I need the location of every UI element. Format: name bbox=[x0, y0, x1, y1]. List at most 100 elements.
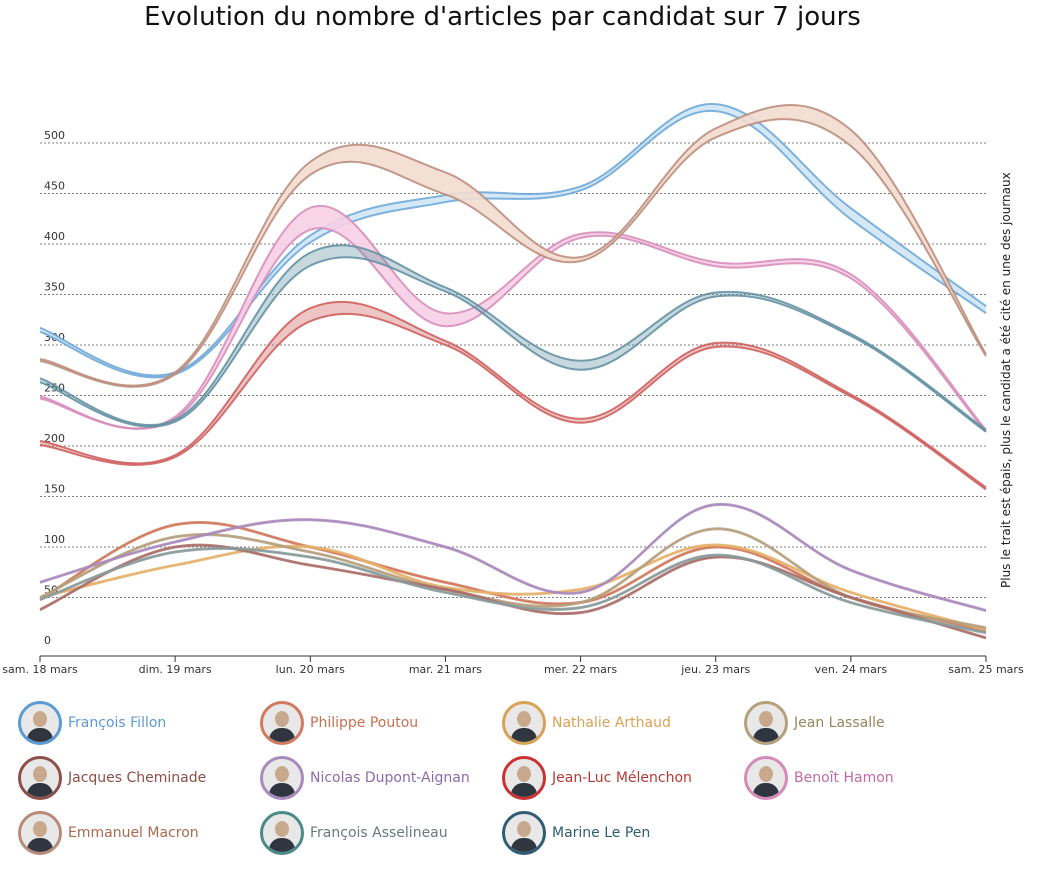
series-line-lower bbox=[39, 544, 987, 632]
y-tick-label: 200 bbox=[44, 432, 65, 445]
series-nicolas-dupont-aignan bbox=[39, 503, 987, 613]
series-jean-lassalle bbox=[39, 527, 987, 630]
legend-label: Nicolas Dupont-Aignan bbox=[310, 770, 470, 786]
series-benoit-hamon bbox=[39, 204, 987, 433]
candidate-avatar bbox=[260, 756, 304, 800]
legend-label: Philippe Poutou bbox=[310, 715, 419, 731]
candidate-avatar bbox=[744, 701, 788, 745]
y-tick-label: 150 bbox=[44, 483, 65, 496]
x-tick-label: jeu. 23 mars bbox=[680, 663, 750, 676]
series-line-lower bbox=[39, 312, 987, 491]
avatar-head bbox=[33, 711, 47, 727]
avatar-head bbox=[275, 821, 289, 837]
candidate-avatar bbox=[502, 701, 546, 745]
series-line-upper bbox=[39, 300, 987, 489]
legend-item-francois-fillon[interactable]: François Fillon bbox=[18, 698, 166, 748]
series-marine-le-pen bbox=[39, 244, 987, 433]
y-tick-label: 100 bbox=[44, 533, 65, 546]
x-tick-label: sam. 18 mars bbox=[2, 663, 78, 676]
y-axis-label: Plus le trait est épais, plus le candida… bbox=[999, 172, 1013, 588]
legend-item-jacques-cheminade[interactable]: Jacques Cheminade bbox=[18, 753, 206, 803]
series-line-upper bbox=[39, 244, 987, 431]
x-tick-label: ven. 24 mars bbox=[815, 663, 888, 676]
candidate-avatar bbox=[260, 701, 304, 745]
avatar-head bbox=[33, 766, 47, 782]
legend-label: Benoît Hamon bbox=[794, 770, 894, 786]
series-line-upper bbox=[39, 103, 987, 377]
legend-item-francois-asselineau[interactable]: François Asselineau bbox=[260, 808, 448, 858]
legend-label: Marine Le Pen bbox=[552, 825, 651, 841]
y-tick-label: 450 bbox=[44, 180, 65, 193]
legend-item-philippe-poutou[interactable]: Philippe Poutou bbox=[260, 698, 418, 748]
x-axis-ticks: sam. 18 mars dim. 19 mars lun. 20 mars mar.… bbox=[2, 656, 1024, 676]
avatar-body bbox=[27, 783, 53, 797]
series-line-lower bbox=[39, 118, 987, 388]
avatar-body bbox=[511, 728, 537, 742]
avatar-body bbox=[269, 838, 295, 852]
avatar-body bbox=[269, 783, 295, 797]
avatar-body bbox=[511, 838, 537, 852]
candidate-avatar bbox=[502, 811, 546, 855]
legend-label: Jacques Cheminade bbox=[68, 770, 207, 786]
x-tick-label: lun. 20 mars bbox=[276, 663, 345, 676]
candidate-avatar bbox=[502, 756, 546, 800]
avatar-body bbox=[511, 783, 537, 797]
legend-label: Jean Lassalle bbox=[794, 715, 885, 731]
avatar-body bbox=[27, 838, 53, 852]
series-line-upper bbox=[39, 204, 987, 431]
legend-label: François Fillon bbox=[68, 715, 167, 731]
chart-title: Evolution du nombre d'articles par candi… bbox=[144, 2, 861, 32]
series-bands bbox=[39, 103, 987, 640]
series-line-lower bbox=[39, 544, 987, 640]
gridlines bbox=[40, 142, 986, 598]
candidate-avatar bbox=[744, 756, 788, 800]
series-francois-asselineau bbox=[39, 546, 987, 635]
series-nathalie-arthaud bbox=[39, 543, 987, 632]
y-tick-label: 500 bbox=[44, 129, 65, 142]
avatar-head bbox=[275, 766, 289, 782]
legend-label: François Asselineau bbox=[310, 825, 448, 841]
x-tick-label: mar. 21 mars bbox=[409, 663, 482, 676]
legend-item-nicolas-dupont-aignan[interactable]: Nicolas Dupont-Aignan bbox=[260, 753, 470, 803]
line-chart: 050100150200250300350400450500 sam. 18 m… bbox=[2, 103, 1024, 676]
y-tick-label: 350 bbox=[44, 281, 65, 294]
legend-item-benoit-hamon[interactable]: Benoît Hamon bbox=[744, 753, 894, 803]
legend-item-emmanuel-macron[interactable]: Emmanuel Macron bbox=[18, 808, 199, 858]
avatar-body bbox=[27, 728, 53, 742]
avatar-body bbox=[753, 783, 779, 797]
legend-label: Emmanuel Macron bbox=[68, 825, 199, 841]
series-band bbox=[40, 544, 986, 631]
series-line-lower bbox=[39, 227, 987, 433]
series-band bbox=[40, 245, 986, 432]
series-line-lower bbox=[39, 256, 987, 433]
series-line-lower bbox=[39, 528, 987, 630]
legend-item-jean-luc-melenchon[interactable]: Jean-Luc Mélenchon bbox=[502, 753, 692, 803]
candidate-avatar bbox=[18, 701, 62, 745]
y-tick-label: 400 bbox=[44, 230, 65, 243]
avatar-head bbox=[759, 766, 773, 782]
legend-item-jean-lassalle[interactable]: Jean Lassalle bbox=[744, 698, 885, 748]
x-tick-label: sam. 25 mars bbox=[948, 663, 1024, 676]
candidate-avatar bbox=[260, 811, 304, 855]
x-tick-label: mer. 22 mars bbox=[544, 663, 617, 676]
series-emmanuel-macron bbox=[39, 104, 987, 388]
series-jean-luc-melenchon bbox=[39, 300, 987, 491]
avatar-body bbox=[753, 728, 779, 742]
legend-label: Jean-Luc Mélenchon bbox=[552, 770, 692, 786]
series-band bbox=[40, 205, 986, 432]
y-tick-label: 0 bbox=[44, 634, 51, 647]
series-line-upper bbox=[39, 543, 987, 631]
x-tick-label: dim. 19 mars bbox=[139, 663, 212, 676]
legend: François Fillon Philippe Poutou Nathalie A… bbox=[18, 698, 1018, 868]
series-band bbox=[40, 105, 986, 387]
series-francois-fillon bbox=[39, 103, 987, 379]
series-line-lower bbox=[39, 504, 987, 613]
legend-item-nathalie-arthaud[interactable]: Nathalie Arthaud bbox=[502, 698, 671, 748]
legend-item-marine-le-pen[interactable]: Marine Le Pen bbox=[502, 808, 650, 858]
avatar-head bbox=[275, 711, 289, 727]
avatar-body bbox=[269, 728, 295, 742]
avatar-head bbox=[759, 711, 773, 727]
avatar-head bbox=[33, 821, 47, 837]
avatar-head bbox=[517, 711, 531, 727]
series-line-lower bbox=[39, 547, 987, 635]
